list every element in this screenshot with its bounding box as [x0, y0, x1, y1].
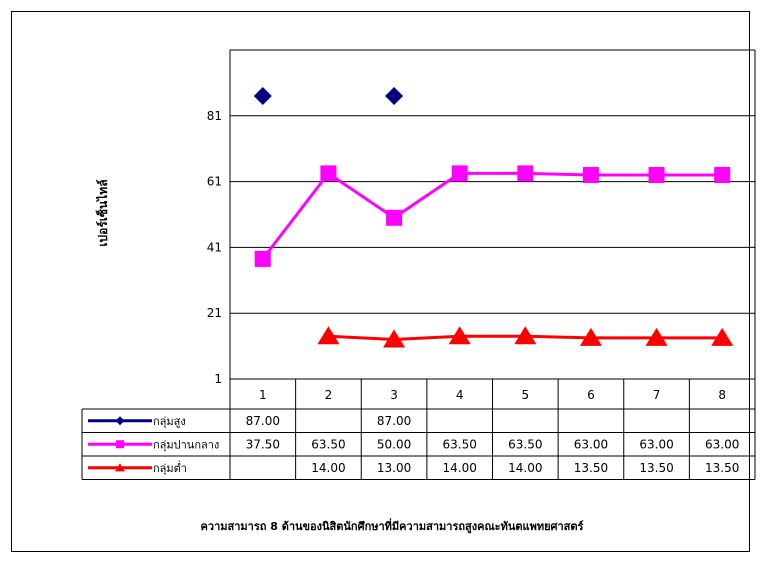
- x-tick-label: 6: [587, 388, 595, 402]
- data-point: [253, 87, 272, 106]
- chart-caption: ความสามารถ 8 ด้านของนิสิตนักศึกษาที่มีคว…: [201, 518, 584, 534]
- data-point: [451, 165, 468, 182]
- data-point: [448, 326, 471, 345]
- data-point: [514, 326, 537, 345]
- series-line-segment: [261, 172, 330, 260]
- y-axis-label: เปอร์เซ็นไทล์: [95, 179, 110, 246]
- data-point: [385, 87, 404, 106]
- legend-marker: [115, 416, 125, 426]
- table-cell-value: 14.00: [508, 461, 542, 475]
- x-tick-label: 8: [718, 388, 726, 402]
- data-point: [648, 167, 665, 184]
- data-point: [517, 165, 534, 182]
- chart-frame: [11, 11, 750, 552]
- series-line-segment: [525, 334, 591, 340]
- legend-label: กลุ่มสูง: [153, 415, 186, 428]
- x-tick-label: 3: [390, 388, 398, 402]
- x-tick-label: 1: [259, 388, 267, 402]
- table-cell-value: 63.00: [705, 437, 739, 451]
- table-cell-value: 87.00: [246, 414, 280, 428]
- table-cell-value: 37.50: [246, 437, 280, 451]
- data-point: [317, 326, 340, 345]
- data-point: [320, 165, 337, 182]
- legend-marker: [115, 463, 125, 472]
- data-point: [714, 167, 731, 184]
- y-tick-label: 81: [207, 109, 222, 123]
- series-line-segment: [328, 334, 395, 342]
- table-cell-value: 63.50: [443, 437, 477, 451]
- table-cell-value: 63.50: [311, 437, 345, 451]
- axes: 1 21 41 61 81: [207, 50, 756, 386]
- data-point: [383, 329, 406, 348]
- x-tick-label: 2: [325, 388, 333, 402]
- table-cell-value: 50.00: [377, 437, 411, 451]
- y-tick-label: 41: [207, 240, 222, 254]
- series-layer: [253, 87, 734, 348]
- gridlines: [230, 49, 755, 314]
- table-cell-value: 13.50: [639, 461, 673, 475]
- series-line-segment: [393, 172, 461, 220]
- table-cell-value: 87.00: [377, 414, 411, 428]
- y-tick-label: 1: [214, 372, 222, 386]
- series-line-segment: [393, 334, 460, 342]
- data-point: [645, 327, 668, 346]
- data-point: [579, 327, 602, 346]
- legend-label: กลุ่มปานกลาง: [153, 438, 219, 451]
- table-cell-value: 63.00: [574, 437, 608, 451]
- table-cell-value: 13.50: [574, 461, 608, 475]
- data-point: [254, 250, 271, 267]
- table-cell-value: 63.00: [639, 437, 673, 451]
- legend-marker: [116, 440, 124, 449]
- x-tick-label: 5: [521, 388, 529, 402]
- legend-label: กลุ่มต่ำ: [153, 460, 187, 475]
- y-tick-label: 61: [207, 175, 222, 189]
- table-cell-value: 63.50: [508, 437, 542, 451]
- data-table: 1 2 3 4 5 6 7 8 กลุ่มสูง 87.00 87.00 กลุ่มปานกลาง 37…: [81, 379, 756, 480]
- table-cell-value: 13.00: [377, 461, 411, 475]
- table-cell-value: 14.00: [443, 461, 477, 475]
- table-cell-value: 14.00: [311, 461, 345, 475]
- data-point: [582, 167, 599, 184]
- data-point: [386, 209, 403, 226]
- y-tick-label: 21: [207, 306, 222, 320]
- x-tick-label: 4: [456, 388, 464, 402]
- series-line-segment: [525, 171, 591, 177]
- table-cell-value: 13.50: [705, 461, 739, 475]
- series-line-segment: [327, 172, 395, 220]
- data-point: [711, 327, 734, 346]
- x-tick-label: 7: [653, 388, 661, 402]
